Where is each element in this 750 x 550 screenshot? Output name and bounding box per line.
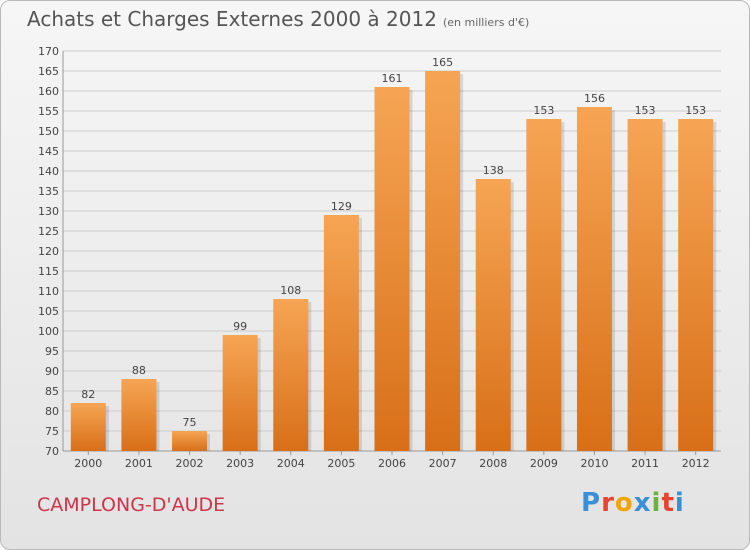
y-tick-label: 80 xyxy=(45,405,59,418)
x-tick-label: 2003 xyxy=(226,457,254,470)
y-tick-label: 145 xyxy=(38,145,59,158)
y-tick-label: 90 xyxy=(45,365,59,378)
chart-title-text: Achats et Charges Externes 2000 à 2012 xyxy=(27,7,437,31)
logo-letter: i xyxy=(651,488,662,518)
x-tick-label: 2012 xyxy=(682,457,710,470)
data-label: 153 xyxy=(635,104,656,117)
y-tick-label: 165 xyxy=(38,65,59,78)
data-label: 129 xyxy=(331,200,352,213)
x-tick-label: 2009 xyxy=(530,457,558,470)
chart-title: Achats et Charges Externes 2000 à 2012 (e… xyxy=(27,7,529,31)
chart-unit: (en milliers d'€) xyxy=(442,16,530,29)
data-label: 161 xyxy=(382,72,403,85)
bar xyxy=(374,87,410,451)
y-tick-label: 150 xyxy=(38,125,59,138)
y-tick-label: 140 xyxy=(38,165,59,178)
y-tick-label: 160 xyxy=(38,85,59,98)
data-label: 99 xyxy=(233,320,247,333)
bar xyxy=(70,403,106,451)
data-label: 165 xyxy=(432,56,453,69)
data-label: 88 xyxy=(132,364,146,377)
bar xyxy=(678,119,714,451)
y-tick-label: 75 xyxy=(45,425,59,438)
proxiti-logo[interactable]: Proxiti xyxy=(581,488,685,518)
data-label: 138 xyxy=(483,164,504,177)
x-tick-label: 2004 xyxy=(277,457,305,470)
x-tick-label: 2005 xyxy=(327,457,355,470)
bars xyxy=(70,71,717,451)
data-label: 156 xyxy=(584,92,605,105)
bar xyxy=(172,431,208,451)
logo-letter: t xyxy=(661,488,675,518)
logo-letter: i xyxy=(674,488,685,518)
logo-letter: r xyxy=(601,488,615,518)
bar xyxy=(475,179,511,451)
data-label: 108 xyxy=(280,284,301,297)
x-tick-label: 2002 xyxy=(176,457,204,470)
bar xyxy=(576,107,612,451)
data-labels: 82 88 75 99 108 129 161 165 138 153 156 153 153 xyxy=(81,56,706,429)
logo-letter: o xyxy=(614,488,634,518)
data-label: 153 xyxy=(685,104,706,117)
y-tick-label: 70 xyxy=(45,445,59,458)
data-label: 82 xyxy=(81,388,95,401)
y-tick-label: 130 xyxy=(38,205,59,218)
bar xyxy=(526,119,562,451)
y-tick-label: 135 xyxy=(38,185,59,198)
data-label: 75 xyxy=(183,416,197,429)
bar xyxy=(222,335,258,451)
y-tick-label: 115 xyxy=(38,265,59,278)
y-tick-label: 100 xyxy=(38,325,59,338)
bar xyxy=(323,215,359,451)
y-tick-label: 125 xyxy=(38,225,59,238)
bar xyxy=(273,299,309,451)
x-tick-label: 2011 xyxy=(631,457,659,470)
bar xyxy=(121,379,157,451)
commune-name: CAMPLONG-D'AUDE xyxy=(37,494,226,516)
data-label: 153 xyxy=(533,104,554,117)
axes: 70 75 80 85 90 95 100 105 110 115 120 125 130 135 140 1… xyxy=(38,45,721,470)
y-tick-label: 85 xyxy=(45,385,59,398)
y-tick-label: 120 xyxy=(38,245,59,258)
logo-letter: x xyxy=(633,488,652,518)
logo-letter: P xyxy=(581,488,602,518)
y-tick-label: 110 xyxy=(38,285,59,298)
y-tick-label: 170 xyxy=(38,45,59,58)
y-tick-label: 105 xyxy=(38,305,59,318)
x-tick-label: 2007 xyxy=(429,457,457,470)
y-tick-label: 155 xyxy=(38,105,59,118)
x-tick-label: 2001 xyxy=(125,457,153,470)
x-tick-label: 2010 xyxy=(580,457,608,470)
y-tick-label: 95 xyxy=(45,345,59,358)
bar xyxy=(627,119,663,451)
x-tick-label: 2008 xyxy=(479,457,507,470)
bar xyxy=(425,71,461,451)
x-tick-label: 2000 xyxy=(74,457,102,470)
x-tick-label: 2006 xyxy=(378,457,406,470)
